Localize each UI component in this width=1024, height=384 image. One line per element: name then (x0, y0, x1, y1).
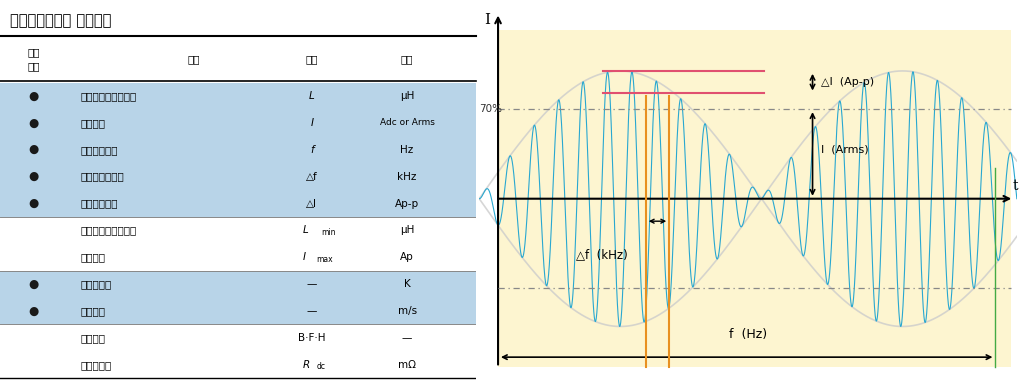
Text: キャリア電流: キャリア電流 (81, 199, 119, 209)
Text: I: I (310, 118, 313, 128)
Text: f: f (310, 145, 313, 155)
Text: L: L (302, 225, 308, 235)
Text: ●: ● (29, 116, 39, 129)
Text: ●: ● (29, 197, 39, 210)
Text: 項目: 項目 (187, 55, 201, 65)
Text: 記号: 記号 (305, 55, 318, 65)
Text: 最大電流: 最大電流 (81, 252, 105, 262)
Text: Hz: Hz (400, 145, 414, 155)
Text: dc: dc (316, 362, 326, 371)
Bar (0, 163, 476, 190)
Text: B·F·H: B·F·H (298, 333, 326, 343)
Text: ●: ● (29, 305, 39, 318)
Text: リアクトル製作 仕様項目: リアクトル製作 仕様項目 (9, 13, 111, 28)
Bar (0, 83, 476, 109)
Text: 必須: 必須 (27, 48, 40, 58)
Bar (0, 324, 476, 351)
Text: f  (Hz): f (Hz) (729, 328, 767, 341)
Bar (0, 298, 476, 324)
Text: Ap-p: Ap-p (395, 199, 419, 209)
Text: I: I (302, 252, 305, 262)
Text: 絶縁階級: 絶縁階級 (81, 333, 105, 343)
Text: 70%: 70% (479, 104, 502, 114)
Text: △I  (Ap-p): △I (Ap-p) (820, 77, 873, 87)
Text: ●: ● (29, 89, 39, 103)
Text: 冷却風速: 冷却風速 (81, 306, 105, 316)
Bar (0, 217, 476, 244)
Text: Ap: Ap (400, 252, 414, 262)
Text: 最小インダクタンス: 最小インダクタンス (81, 225, 137, 235)
Text: —: — (307, 279, 317, 289)
Text: —: — (402, 333, 413, 343)
Bar (0, 109, 476, 136)
Text: △f: △f (306, 172, 317, 182)
Text: Adc or Arms: Adc or Arms (380, 118, 434, 127)
Text: ●: ● (29, 143, 39, 156)
Bar (0, 244, 476, 271)
Text: 定格インダクタンス: 定格インダクタンス (81, 91, 137, 101)
Text: μH: μH (400, 225, 415, 235)
Text: I: I (484, 13, 490, 27)
Text: 直流抗抗値: 直流抗抗値 (81, 360, 113, 370)
Text: m/s: m/s (397, 306, 417, 316)
Text: K: K (403, 279, 411, 289)
Text: 定格電流: 定格電流 (81, 118, 105, 128)
Bar (0, 271, 476, 298)
Text: ●: ● (29, 170, 39, 183)
Text: 項目: 項目 (27, 61, 40, 71)
Text: 温度上昇値: 温度上昇値 (81, 279, 113, 289)
Text: R: R (302, 360, 309, 370)
Bar (0, 351, 476, 378)
Text: I  (Arms): I (Arms) (820, 144, 868, 154)
Text: kHz: kHz (397, 172, 417, 182)
Bar (0, 136, 476, 163)
Text: max: max (316, 255, 333, 264)
Text: mΩ: mΩ (398, 360, 416, 370)
Text: ●: ● (29, 278, 39, 291)
Bar (0, 190, 476, 217)
Text: △f  (kHz): △f (kHz) (577, 248, 628, 262)
Text: △I: △I (306, 199, 317, 209)
Text: ベース周波数: ベース周波数 (81, 145, 119, 155)
Text: L: L (309, 91, 314, 101)
Text: 単位: 単位 (400, 55, 414, 65)
Text: t: t (1013, 179, 1019, 194)
Text: μH: μH (400, 91, 415, 101)
Text: キャリア周波数: キャリア周波数 (81, 172, 125, 182)
Text: min: min (322, 228, 336, 237)
Text: —: — (307, 306, 317, 316)
